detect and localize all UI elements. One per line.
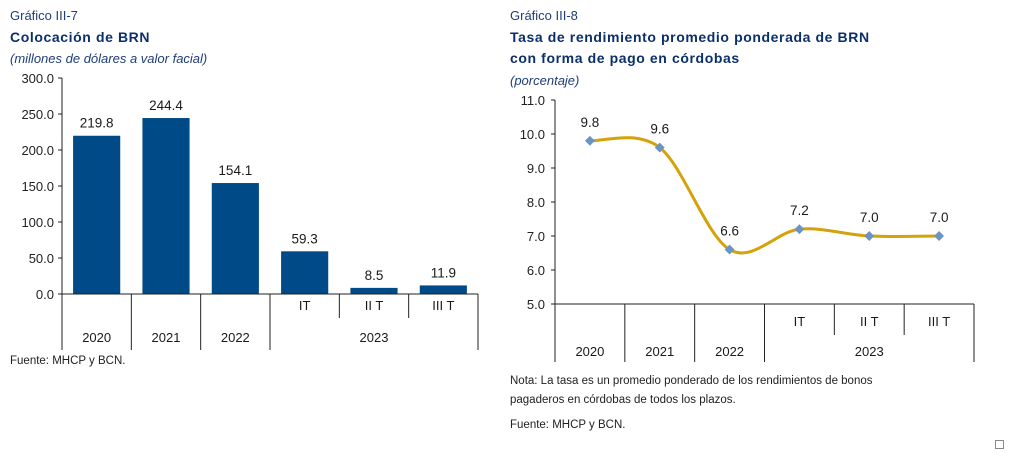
series-line [589,136,940,255]
category-label: II T [365,298,384,313]
bar [142,118,190,294]
data-point [864,231,875,241]
group-label: 2023 [855,344,884,359]
data-label: 6.6 [720,224,739,239]
category-label: IT [794,314,806,329]
bar [211,183,259,294]
right-chart-title-line2: con forma de pago en córdobas [510,50,740,66]
right-chart-subtitle: (porcentaje) [510,73,580,88]
data-label: 7.0 [930,210,949,225]
category-label: 2022 [715,344,744,359]
right-chart-title-line1: Tasa de rendimiento promedio ponderada d… [510,29,870,45]
left-bar-chart: 300.0 250.0 200.0 150.0 100.0 50.0 0.0 219.8 244… [21,71,479,350]
data-label: 8.5 [365,268,384,283]
data-label: 59.3 [292,231,318,246]
left-source: Fuente: MHCP y BCN. [10,355,126,367]
data-point [654,142,665,153]
right-figure-label: Gráfico III-8 [510,8,578,23]
left-chart-title: Colocación de BRN [10,29,151,45]
right-line-chart: 11.0 10.0 9.0 8.0 7.0 6.0 5.0 9.8 9.6 6.6 7.2 7.0 7.… [520,93,975,362]
category-label: 2020 [82,330,111,345]
y-tick-label: 10.0 [520,127,545,142]
y-tick-label: 11.0 [521,93,545,108]
y-tick-label: 8.0 [527,195,545,210]
data-label: 154.1 [218,163,252,178]
bar [419,285,467,294]
y-tick-label: 0.0 [36,287,54,302]
y-tick-label: 6.0 [527,263,545,278]
data-label: 11.9 [431,265,456,280]
data-label: 9.8 [581,115,600,130]
data-point [934,231,945,241]
data-label: 7.0 [860,210,879,225]
right-note-line1: Nota: La tasa es un promedio ponderado d… [510,375,873,387]
category-label: 2020 [575,344,604,359]
y-tick-label: 300.0 [21,71,54,86]
data-label: 244.4 [149,98,183,113]
category-label: 2022 [221,330,250,345]
bar [281,251,329,294]
y-tick-label: 200.0 [21,143,54,158]
y-tick-label: 100.0 [21,215,54,230]
group-label: 2023 [360,330,389,345]
category-label: II T [860,314,879,329]
corner-checkbox[interactable] [995,440,1004,449]
right-note-line2: pagaderos en córdobas de todos los plazo… [510,394,736,406]
data-point [794,224,805,235]
data-label: 219.8 [80,116,114,131]
left-figure-label: Gráfico III-7 [10,8,78,23]
y-tick-label: 9.0 [527,161,545,176]
bar [73,135,121,294]
data-point [584,135,595,146]
bar [350,287,398,294]
data-label: 9.6 [650,122,669,137]
right-source: Fuente: MHCP y BCN. [510,419,626,431]
y-tick-label: 50.0 [29,251,54,266]
category-label: IT [299,298,311,313]
category-label: III T [432,298,454,313]
y-tick-label: 5.0 [527,297,545,312]
y-tick-label: 150.0 [21,179,54,194]
category-label: 2021 [645,344,674,359]
y-tick-label: 7.0 [527,229,545,244]
category-label: 2021 [152,330,181,345]
y-tick-label: 250.0 [21,107,54,122]
data-label: 7.2 [790,203,809,218]
left-chart-subtitle: (millones de dólares a valor facial) [10,51,208,66]
category-label: III T [928,314,950,329]
